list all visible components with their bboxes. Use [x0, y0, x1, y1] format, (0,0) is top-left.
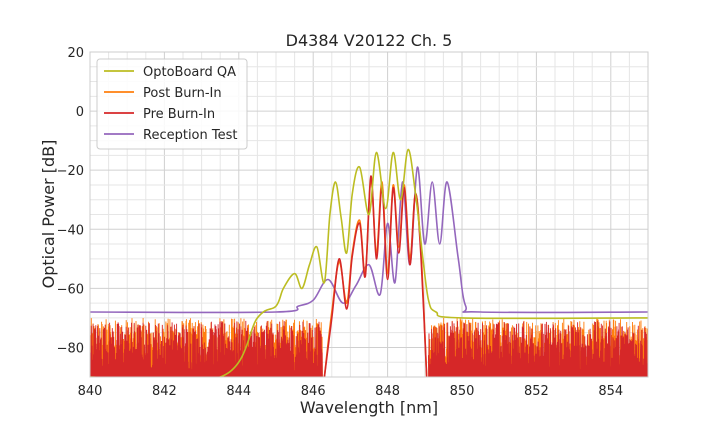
noise-trace	[428, 320, 648, 377]
y-axis-label: Optical Power [dB]	[39, 140, 58, 289]
legend-label: OptoBoard QA	[143, 65, 236, 80]
series-line-reception-test	[90, 166, 648, 314]
plot-frame	[89, 51, 649, 378]
series-line-optoboard-qa	[90, 148, 648, 377]
y-tick-label: 0	[76, 105, 84, 120]
x-tick-label: 852	[524, 384, 549, 399]
noise-floor	[90, 317, 648, 377]
legend: OptoBoard QA Post Burn-In Pre Burn-In Recep…	[96, 58, 248, 150]
x-tick-label: 844	[226, 384, 251, 399]
series-lines	[90, 148, 648, 377]
x-tick-label: 850	[450, 384, 475, 399]
chart-title: D4384 V20122 Ch. 5	[286, 31, 453, 50]
x-axis-label: Wavelength [nm]	[300, 398, 438, 417]
series-line-pre-burn-in	[323, 175, 428, 377]
x-tick-label: 846	[301, 384, 326, 399]
x-tick-labels: 840 842 844 846 848 850 852 854	[78, 384, 624, 399]
legend-label: Pre Burn-In	[143, 107, 215, 122]
y-tick-label: −20	[57, 164, 84, 179]
y-tick-labels: −80 −60 −40 −20 0 20	[57, 46, 84, 356]
y-tick-label: 20	[67, 46, 84, 61]
x-tick-label: 842	[152, 384, 177, 399]
legend-box	[96, 58, 248, 150]
legend-label: Reception Test	[143, 128, 237, 143]
legend-label: Post Burn-In	[143, 86, 222, 101]
y-tick-label: −60	[57, 282, 84, 297]
x-tick-label: 854	[598, 384, 623, 399]
x-tick-label: 848	[375, 384, 400, 399]
y-tick-label: −40	[57, 223, 84, 238]
y-tick-label: −80	[57, 341, 84, 356]
noise-trace	[90, 320, 323, 377]
x-tick-label: 840	[78, 384, 103, 399]
